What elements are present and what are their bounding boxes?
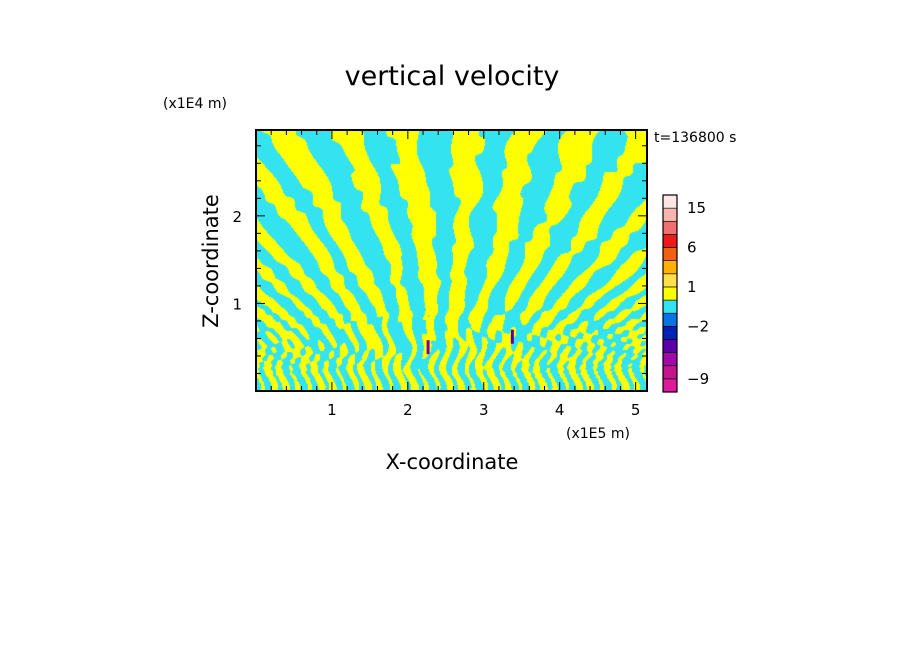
colorbar-swatch [662, 273, 678, 288]
colorbar-swatch [662, 286, 678, 301]
x-axis-title: X-coordinate [386, 450, 519, 474]
colorbar-swatch [662, 247, 678, 261]
colorbar-swatch [662, 326, 678, 340]
colorbar-swatch [662, 220, 678, 235]
x-tick-label: 1 [327, 401, 337, 419]
colorbar-label: 15 [687, 199, 706, 217]
plot-area [256, 130, 647, 391]
time-label: t=136800 s [654, 130, 736, 146]
x-tick-label: 2 [403, 401, 413, 419]
colorbar-swatch [662, 378, 678, 393]
y-tick-labels: 12 [232, 208, 242, 314]
colorbar-swatch [662, 299, 678, 314]
axis-ticks [256, 130, 647, 391]
colorbar-swatch [662, 312, 678, 327]
x-tick-labels: 1 2 3 4 5 [327, 401, 640, 419]
y-tick-label: 2 [232, 208, 242, 226]
colorbar-swatch [662, 352, 678, 367]
colorbar-swatch [662, 234, 678, 248]
colorbar-swatch [662, 365, 678, 380]
x-tick-label: 3 [479, 401, 489, 419]
x-axis-unit: (x1E5 m) [566, 426, 630, 442]
y-axis-unit: (x1E4 m) [163, 96, 227, 112]
x-tick-label: 4 [555, 401, 565, 419]
velocity-field [256, 130, 647, 391]
colorbar-label: −2 [687, 317, 709, 335]
plot-frame [255, 129, 648, 392]
x-tick-label: 5 [631, 401, 641, 419]
y-axis-title: Z-coordinate [199, 194, 223, 328]
colorbar-frame [662, 194, 678, 393]
colorbar-swatch [662, 194, 678, 209]
colorbar-swatch [662, 207, 678, 222]
velocity-extreme-1 [510, 329, 514, 344]
y-tick-label: 1 [232, 295, 242, 313]
colorbar-label: 1 [687, 278, 697, 296]
colorbar-labels: 15 6 1 −2 −9 [687, 199, 709, 388]
colorbar-swatch [662, 339, 678, 353]
colorbar-label: 6 [687, 239, 697, 257]
colorbar [662, 194, 678, 393]
colorbar-label: −9 [687, 370, 709, 388]
chart-title: vertical velocity [345, 61, 560, 92]
velocity-extreme-0 [426, 340, 430, 355]
colorbar-swatch [662, 260, 678, 275]
